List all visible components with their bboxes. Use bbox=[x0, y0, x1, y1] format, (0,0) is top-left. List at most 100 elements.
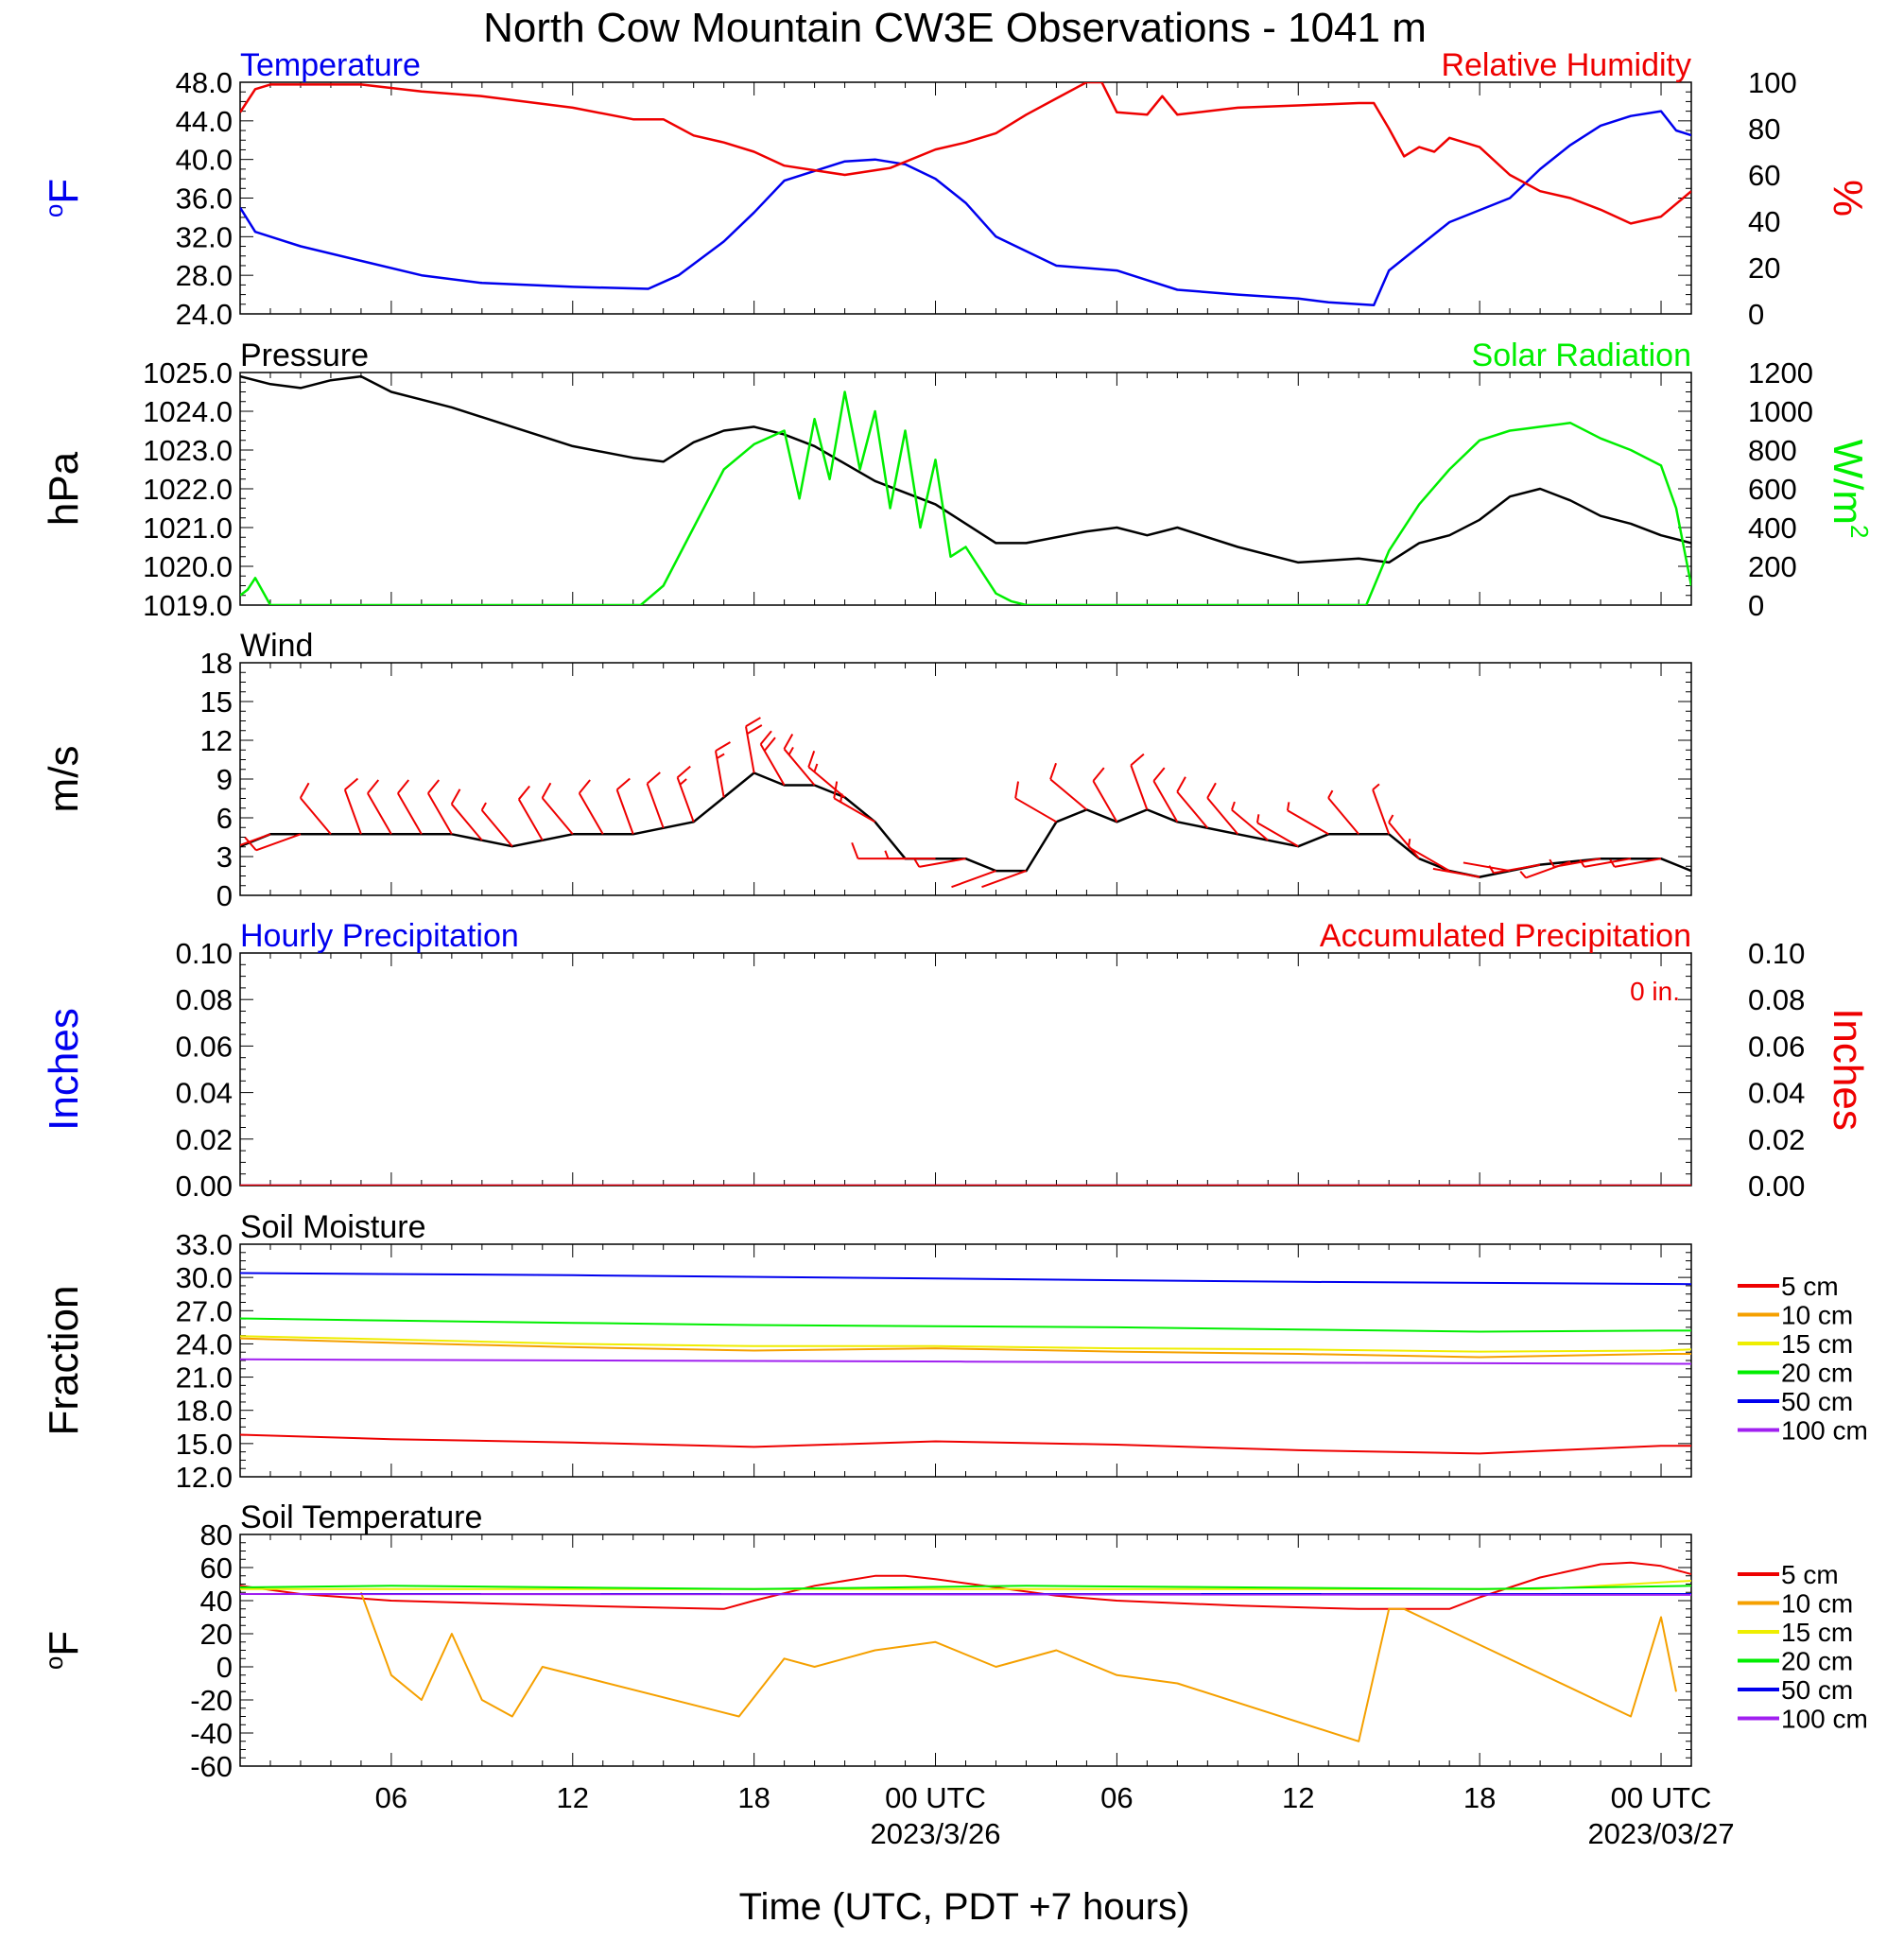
wind-barb bbox=[1092, 780, 1118, 823]
series-line bbox=[240, 1561, 1691, 1610]
wind-barb-flag bbox=[1049, 762, 1057, 780]
wind-barb bbox=[1432, 867, 1480, 878]
wind-barb-flag bbox=[646, 771, 661, 785]
y-tick-label: 1020.0 bbox=[143, 550, 233, 583]
x-tick-date-label: 2023/3/26 bbox=[871, 1817, 1001, 1850]
y-tick-label: -40 bbox=[190, 1717, 233, 1750]
panel-left-title: Wind bbox=[240, 628, 313, 664]
wind-barb-flag bbox=[1609, 858, 1616, 868]
legend-label: 20 cm bbox=[1781, 1359, 1853, 1388]
series-line bbox=[240, 1358, 1691, 1365]
y-tick-label: 1019.0 bbox=[143, 589, 233, 622]
y-tick-label: 20 bbox=[200, 1618, 233, 1651]
series-line bbox=[240, 390, 1691, 605]
y-tick-label: 0 bbox=[216, 1651, 233, 1684]
wind-barb bbox=[1372, 789, 1391, 835]
wind-barb-flag bbox=[1130, 753, 1145, 767]
wind-barb-flag bbox=[427, 779, 441, 794]
series-group bbox=[240, 374, 1691, 605]
wind-barb bbox=[1287, 809, 1329, 836]
wind-barb-flag bbox=[763, 737, 776, 752]
wind-barb bbox=[426, 792, 453, 835]
wind-barb-flag bbox=[1286, 802, 1290, 811]
y-tick-label: 3 bbox=[216, 841, 233, 874]
legend-label: 100 cm bbox=[1781, 1416, 1868, 1446]
wind-barb-flag bbox=[715, 741, 731, 753]
series-group bbox=[240, 717, 1691, 889]
panel-frame bbox=[239, 952, 1692, 1187]
series-line bbox=[240, 771, 1691, 878]
wind-barb-flag bbox=[716, 753, 725, 759]
wind-barb bbox=[919, 858, 966, 868]
x-tick-label: 00 UTC bbox=[1611, 1781, 1712, 1814]
panel-temperature_rh: 24.0 28.0 32.0 36.0 40.0 44.0 48.0 0 20 40 60 80 100… bbox=[40, 47, 1871, 331]
wind-barb bbox=[714, 751, 725, 798]
wind-barb-flag bbox=[1388, 814, 1394, 823]
panel-frame bbox=[239, 372, 1692, 606]
y-tick-label: 28.0 bbox=[176, 259, 233, 292]
y-tick-label: 1021.0 bbox=[143, 511, 233, 545]
wind-barb-flag bbox=[807, 750, 816, 768]
x-tick-label: 12 bbox=[1282, 1781, 1314, 1814]
y2-tick-label: 0.10 bbox=[1748, 937, 1805, 970]
wind-barb-flag bbox=[851, 841, 859, 859]
wind-barb-flag bbox=[1152, 767, 1166, 782]
y-tick-label: 30.0 bbox=[176, 1261, 233, 1294]
wind-barb-flag bbox=[541, 782, 552, 799]
x-tick-label: 12 bbox=[557, 1781, 589, 1814]
y-tick-label: 0.06 bbox=[176, 1030, 233, 1063]
panel-right-title: Relative Humidity bbox=[1441, 47, 1691, 83]
wind-barb-flag bbox=[299, 782, 310, 799]
y-axis-label: Inches bbox=[41, 1008, 87, 1131]
y2-tick-label: 800 bbox=[1748, 434, 1797, 467]
wind-barb bbox=[541, 797, 574, 835]
wind-barb-flag bbox=[518, 785, 530, 801]
wind-barb bbox=[1049, 778, 1088, 811]
wind-barb bbox=[343, 789, 362, 835]
series-line bbox=[359, 1591, 1677, 1742]
y-axis-label: oF bbox=[40, 179, 87, 217]
y-tick-label: 1024.0 bbox=[143, 395, 233, 428]
y-tick-label: 60 bbox=[200, 1551, 233, 1585]
wind-barb-flag bbox=[813, 763, 819, 772]
wind-barb-flag bbox=[1488, 865, 1495, 874]
series-line bbox=[240, 1317, 1691, 1333]
y-axis-label: oF bbox=[40, 1631, 87, 1670]
wind-barb bbox=[646, 783, 665, 829]
wind-barb bbox=[1256, 822, 1299, 848]
series-line bbox=[240, 1593, 1691, 1596]
series-line bbox=[240, 82, 1691, 225]
series-line bbox=[240, 1272, 1691, 1286]
y-tick-label: 21.0 bbox=[176, 1361, 233, 1395]
wind-barb bbox=[1176, 790, 1209, 829]
y-tick-label: 0.02 bbox=[176, 1123, 233, 1156]
wind-barb bbox=[783, 748, 816, 787]
wind-barb-flag bbox=[397, 779, 410, 794]
wind-barb-flag bbox=[788, 746, 794, 755]
series-group bbox=[240, 1272, 1691, 1455]
wind-barb-flag bbox=[745, 717, 761, 728]
panel-pressure_solar: 1019.0 1020.0 1021.0 1022.0 1023.0 1024.0 1025… bbox=[41, 338, 1874, 622]
wind-barb-flag bbox=[1372, 783, 1380, 791]
y2-tick-label: 20 bbox=[1748, 251, 1780, 285]
wind-barb-flag bbox=[746, 724, 763, 736]
wind-barb bbox=[1152, 780, 1179, 823]
wind-barb-flag bbox=[578, 779, 591, 794]
wind-barb bbox=[480, 809, 513, 847]
y-tick-label: 12.0 bbox=[176, 1461, 233, 1494]
y2-tick-label: 400 bbox=[1748, 511, 1797, 545]
wind-barb-flag bbox=[1579, 858, 1585, 868]
series-group bbox=[240, 82, 1691, 307]
chart-title: North Cow Mountain CW3E Observations - 1… bbox=[483, 5, 1427, 51]
y2-tick-label: 0.02 bbox=[1748, 1123, 1805, 1156]
wind-barb bbox=[1231, 808, 1269, 841]
wind-barb bbox=[1130, 765, 1149, 810]
wind-barb-flag bbox=[367, 779, 380, 794]
series-group bbox=[240, 1561, 1691, 1742]
legend-label: 20 cm bbox=[1781, 1647, 1853, 1676]
wind-barb bbox=[578, 792, 604, 835]
wind-barb-flag bbox=[833, 781, 839, 799]
